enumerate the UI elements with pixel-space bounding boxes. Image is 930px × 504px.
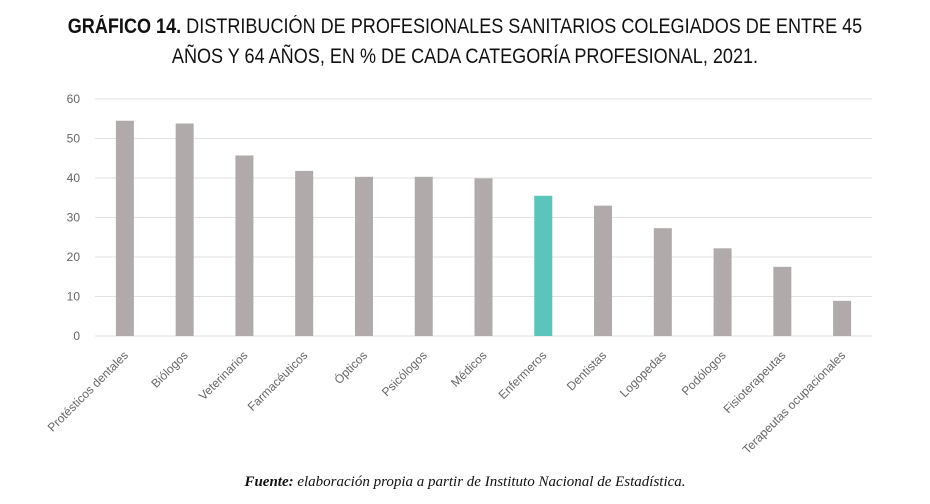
bar-3 [235, 155, 254, 336]
x-tick-label: Logopedas [617, 348, 669, 400]
y-tick-label: 30 [67, 211, 81, 225]
chart-title-line1: DISTRIBUCIÓN DE PROFESIONALES SANITARIOS… [181, 15, 863, 38]
x-tick-label: Ópticos [331, 348, 370, 387]
y-tick-label: 50 [67, 132, 81, 146]
x-tick-label: Dentistas [564, 348, 609, 393]
bar-chart: 0 10 20 30 40 50 60 Protésticos dentales Biólog… [45, 92, 872, 457]
source-note: Fuente: elaboración propia a partir de I… [0, 474, 930, 491]
y-tick-label: 40 [67, 171, 81, 185]
x-tick-label: Enfermeros [496, 348, 550, 402]
bar-10 [653, 228, 672, 336]
x-tick-label: Farmacéuticos [245, 348, 311, 414]
bars [115, 120, 852, 337]
chart-title: GRÁFICO 14. DISTRIBUCIÓN DE PROFESIONALE… [65, 12, 865, 72]
bar-6 [414, 176, 433, 336]
bar-8 [534, 195, 553, 336]
source-label: Fuente: [244, 474, 294, 490]
chart-title-line2: AÑOS Y 64 AÑOS, EN % DE CADA CATEGORÍA P… [171, 45, 759, 68]
bar-12 [773, 266, 792, 336]
bar-13 [833, 300, 852, 336]
x-tick-label: Podólogos [679, 348, 729, 398]
source-text: elaboración propia a partir de Instituto… [293, 474, 686, 490]
x-axis-ticks: Protésticos dentales Biólogos Veterinarios… [45, 348, 849, 457]
y-axis-ticks: 0 10 20 30 40 50 60 [67, 92, 81, 343]
x-tick-label: Biólogos [148, 348, 190, 390]
x-tick-label: Médicos [448, 348, 489, 389]
bar-4 [295, 170, 314, 336]
bar-5 [354, 176, 373, 336]
bar-7 [474, 178, 493, 336]
y-tick-label: 10 [67, 290, 81, 304]
bar-1 [115, 120, 134, 336]
y-tick-label: 60 [67, 92, 81, 106]
y-tick-label: 20 [67, 250, 81, 264]
chart-title-lead: GRÁFICO 14. [67, 15, 182, 38]
bar-11 [713, 248, 732, 336]
y-tick-label: 0 [73, 329, 80, 343]
bar-2 [175, 123, 194, 337]
x-tick-label: Psicólogos [379, 348, 430, 399]
x-tick-label: Protésticos dentales [45, 348, 131, 434]
bar-9 [594, 205, 613, 336]
x-tick-label: Fisioterapeutas [721, 348, 789, 416]
x-tick-label: Veterinarios [196, 348, 251, 403]
x-tick-label: Terapeutas ocupacionales [740, 348, 848, 456]
